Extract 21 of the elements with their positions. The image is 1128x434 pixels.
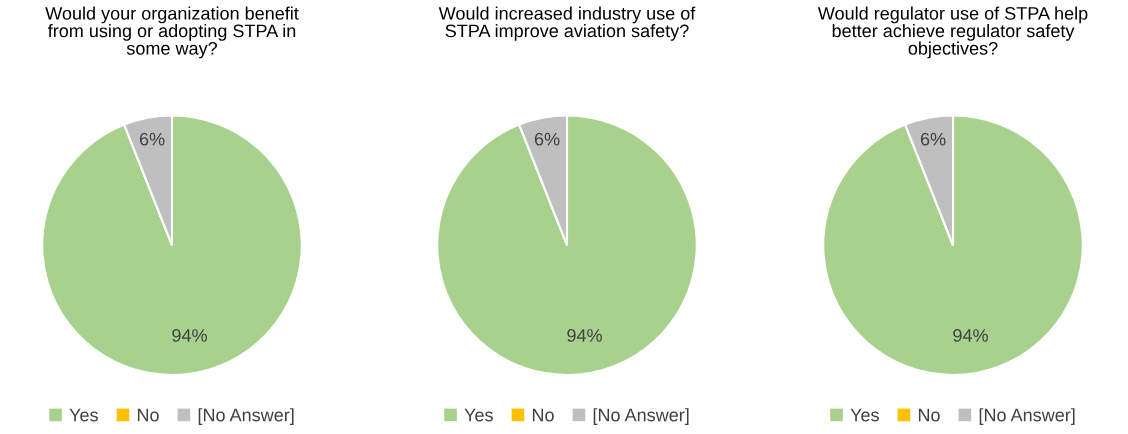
chart-title: Would regulator use of STPA help better achieve regulator safety objectives? [817, 6, 1088, 59]
legend-label: [No Answer] [198, 408, 294, 425]
legend-label: Yes [69, 408, 98, 422]
legend-label: Yes [464, 408, 493, 422]
pie-slice [41, 114, 303, 377]
legend-label: [No Answer] [593, 408, 689, 425]
legend-label: Yes [850, 408, 879, 422]
data-label: 6% [920, 132, 946, 146]
data-label: 94% [172, 329, 207, 342]
legend-label: No [532, 408, 554, 422]
data-label: 94% [953, 329, 988, 342]
legend-label: No [137, 408, 159, 422]
legend-label: No [918, 408, 940, 422]
chart-title: Would increased industry use of STPA improve aviation safety? [438, 6, 696, 41]
chart-title: Would your organization benefit from using or adopting STPA in some way? [45, 6, 299, 59]
legend-label: [No Answer] [979, 408, 1075, 425]
data-label: 6% [534, 132, 560, 146]
pie-slice [436, 114, 698, 377]
data-label: 6% [139, 132, 165, 146]
pie-slice [822, 114, 1084, 377]
data-label: 94% [567, 329, 602, 342]
